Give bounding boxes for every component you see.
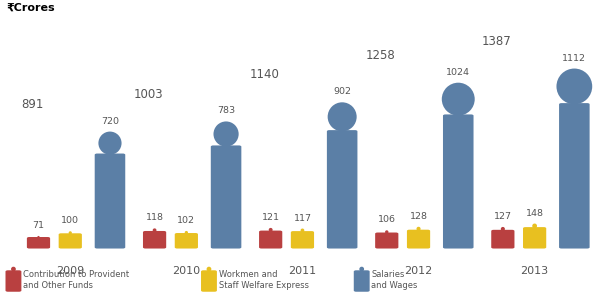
Ellipse shape	[213, 122, 239, 147]
Text: 102: 102	[177, 216, 196, 225]
Ellipse shape	[442, 83, 475, 116]
Text: Contribution to Provident
and Other Funds: Contribution to Provident and Other Fund…	[23, 270, 130, 290]
Text: 891: 891	[21, 98, 43, 111]
Text: ₹Crores: ₹Crores	[6, 3, 55, 13]
Text: 2010: 2010	[172, 266, 200, 276]
Text: 2013: 2013	[521, 266, 549, 276]
FancyBboxPatch shape	[5, 270, 21, 292]
FancyBboxPatch shape	[491, 230, 514, 249]
FancyBboxPatch shape	[143, 231, 166, 249]
Text: 1112: 1112	[562, 54, 587, 63]
Text: 127: 127	[494, 212, 512, 221]
FancyBboxPatch shape	[95, 153, 125, 249]
Text: 2012: 2012	[404, 266, 433, 276]
Ellipse shape	[98, 132, 122, 155]
FancyBboxPatch shape	[175, 233, 198, 249]
Text: Workmen and
Staff Welfare Express: Workmen and Staff Welfare Express	[219, 270, 309, 290]
Text: 106: 106	[378, 215, 396, 224]
Ellipse shape	[301, 229, 304, 232]
Ellipse shape	[37, 236, 40, 238]
FancyBboxPatch shape	[523, 227, 546, 249]
Ellipse shape	[68, 231, 72, 235]
Ellipse shape	[207, 267, 211, 271]
FancyBboxPatch shape	[354, 270, 370, 292]
FancyBboxPatch shape	[27, 237, 50, 249]
Text: 128: 128	[409, 212, 428, 221]
Text: 148: 148	[525, 209, 544, 218]
Text: 117: 117	[293, 214, 312, 223]
FancyBboxPatch shape	[375, 232, 398, 249]
Ellipse shape	[359, 267, 364, 271]
Text: 783: 783	[217, 106, 235, 116]
Text: 2009: 2009	[56, 266, 84, 276]
Ellipse shape	[557, 69, 592, 104]
Ellipse shape	[269, 228, 273, 232]
Text: 1140: 1140	[250, 69, 279, 81]
FancyBboxPatch shape	[201, 270, 217, 292]
FancyBboxPatch shape	[59, 233, 82, 249]
Ellipse shape	[11, 267, 16, 271]
FancyBboxPatch shape	[211, 145, 241, 249]
FancyBboxPatch shape	[443, 114, 474, 249]
Ellipse shape	[532, 224, 537, 228]
Ellipse shape	[501, 227, 505, 231]
Text: 71: 71	[32, 221, 45, 230]
Text: 720: 720	[101, 117, 119, 126]
Ellipse shape	[185, 231, 188, 234]
Text: 118: 118	[145, 213, 164, 222]
Text: 1387: 1387	[482, 35, 511, 48]
Text: Salaries
and Wages: Salaries and Wages	[371, 270, 418, 290]
FancyBboxPatch shape	[327, 130, 357, 249]
Ellipse shape	[417, 227, 420, 231]
Text: 121: 121	[262, 213, 280, 222]
FancyBboxPatch shape	[259, 231, 282, 249]
Text: 2011: 2011	[288, 266, 316, 276]
Ellipse shape	[153, 228, 156, 232]
Text: 1003: 1003	[134, 88, 163, 101]
Text: 1258: 1258	[366, 49, 395, 62]
FancyBboxPatch shape	[407, 230, 430, 249]
FancyBboxPatch shape	[291, 231, 314, 249]
Text: 1024: 1024	[446, 68, 470, 77]
Text: 902: 902	[333, 87, 351, 96]
FancyBboxPatch shape	[559, 103, 590, 249]
Ellipse shape	[327, 102, 357, 131]
Ellipse shape	[385, 230, 389, 234]
Text: 100: 100	[61, 216, 79, 225]
